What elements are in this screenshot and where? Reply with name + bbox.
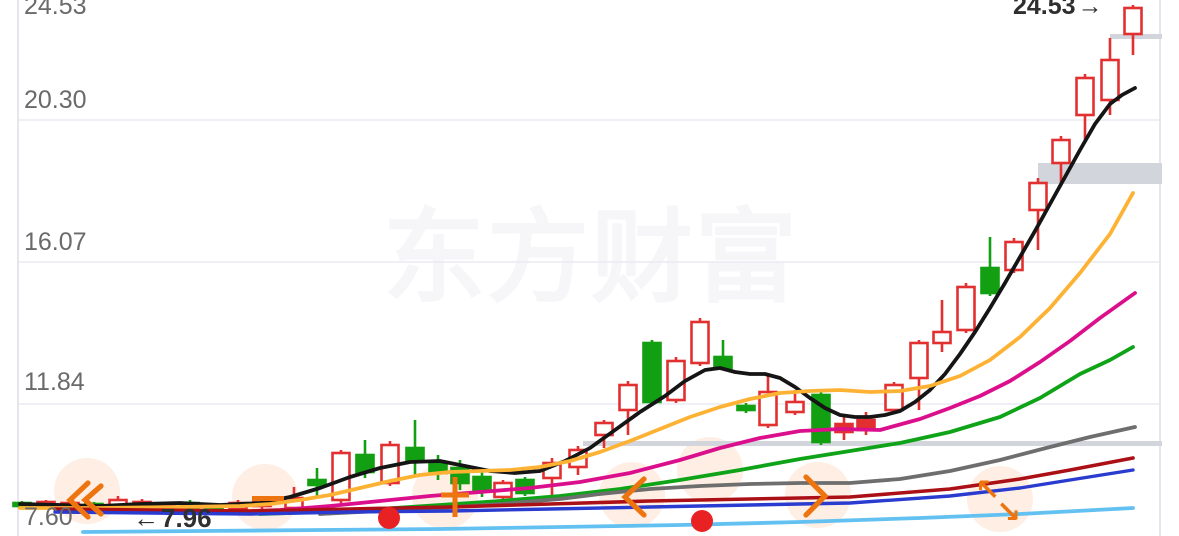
- horizontal-dash-marker: [252, 496, 284, 501]
- y-axis-label: 7.60: [24, 503, 73, 531]
- right-arrow-icon: →: [1077, 0, 1103, 20]
- candle: [736, 404, 756, 412]
- candle: [307, 478, 327, 487]
- latest-price-label: 24.53→: [1013, 0, 1105, 21]
- event-highlight-circle: [785, 462, 851, 528]
- candle: [472, 475, 492, 492]
- candle: [690, 320, 710, 365]
- signal-dot: [378, 507, 400, 529]
- latest-price-value: 24.53: [1013, 0, 1076, 20]
- candle: [1028, 181, 1048, 212]
- ma-line-light-blue: [81, 506, 1135, 534]
- candle: [405, 446, 425, 462]
- y-axis-label: 11.84: [24, 368, 85, 396]
- low-price-label: ←7.96: [131, 503, 212, 534]
- candle: [1051, 138, 1071, 165]
- candle: [713, 355, 733, 370]
- candle: [956, 285, 976, 332]
- candle: [1075, 76, 1095, 117]
- ma-line-magenta: [228, 291, 1137, 514]
- low-price-value: 7.96: [161, 503, 212, 533]
- next-marker: [803, 474, 829, 518]
- y-axis-label: 16.07: [24, 228, 87, 256]
- previous-marker: [621, 476, 647, 518]
- event-highlight-circle: [599, 462, 665, 528]
- y-axis-label: 24.53: [24, 0, 87, 20]
- left-arrow-icon: ←: [133, 503, 159, 533]
- arrow-down-right-marker: ↘: [996, 495, 1021, 530]
- candle: [909, 341, 929, 380]
- fast-backward-marker: [81, 483, 104, 517]
- ma-line-dark-red: [53, 456, 1135, 513]
- candle: [594, 421, 614, 437]
- candle: [785, 400, 805, 414]
- arrow-up-left-marker: ↖: [975, 473, 1000, 508]
- candle: [1100, 58, 1120, 102]
- candle: [932, 330, 952, 345]
- ma-line-orange: [18, 191, 1135, 510]
- candle: [642, 341, 662, 404]
- ma-line-blue: [53, 468, 1135, 516]
- signal-dot: [691, 510, 713, 532]
- y-axis-label: 20.30: [24, 86, 87, 114]
- gap-band: [1110, 34, 1162, 39]
- candle: [758, 390, 778, 427]
- candle: [884, 383, 904, 412]
- candle: [618, 383, 638, 412]
- candle: [1123, 6, 1143, 36]
- fast-backward-marker: [66, 480, 91, 520]
- gap-band: [583, 441, 1162, 446]
- watermark: 东方财富: [383, 201, 799, 315]
- gap-band: [1038, 163, 1162, 184]
- candle: [980, 266, 1000, 295]
- ma-line-black: [18, 86, 1137, 508]
